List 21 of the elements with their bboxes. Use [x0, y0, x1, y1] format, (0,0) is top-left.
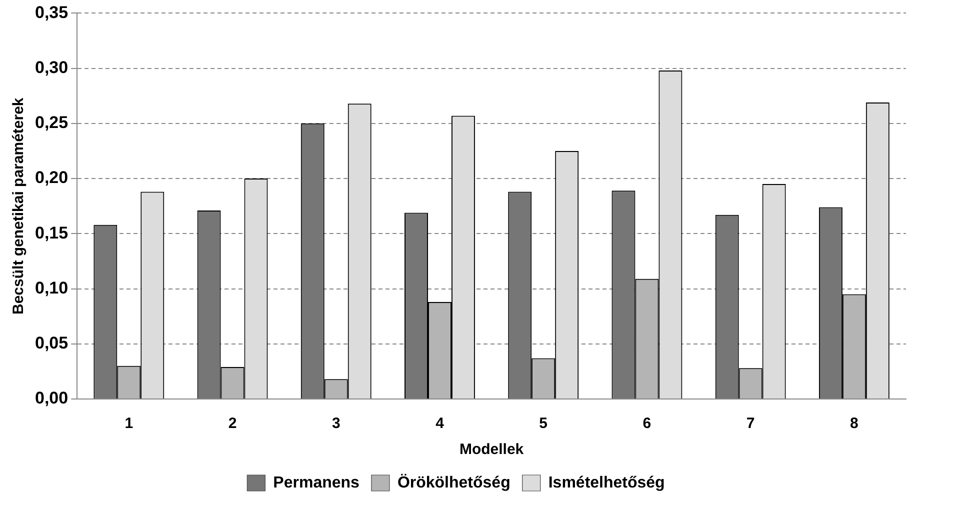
y-tick-label: 0,05	[34, 334, 68, 353]
legend-label: Ismételhetőség	[548, 474, 665, 492]
x-axis-title: Modellek	[459, 441, 524, 458]
legend-label: Örökölhetőség	[397, 473, 510, 492]
x-tick-label: 3	[332, 415, 340, 432]
y-tick-label: 0,30	[34, 58, 68, 77]
x-tick-label: 1	[124, 415, 134, 432]
x-tick-label: 8	[850, 415, 858, 432]
x-tick-label: 5	[539, 415, 548, 432]
y-tick-label: 0,15	[34, 223, 68, 242]
y-tick-label: 0,20	[34, 168, 68, 188]
x-tick-label: 7	[746, 415, 755, 432]
y-axis-title: Becsült genetikai paraméterek	[10, 97, 28, 314]
x-tick-label: 6	[642, 415, 652, 432]
legend-label: Permanens	[273, 474, 360, 492]
y-tick-label: 0,35	[34, 2, 68, 22]
x-tick-label: 4	[436, 415, 445, 432]
y-tick-label: 0,10	[34, 278, 68, 298]
x-tick-label: 2	[228, 415, 237, 432]
y-tick-label: 0,00	[34, 388, 68, 408]
y-tick-label: 0,25	[34, 113, 68, 132]
